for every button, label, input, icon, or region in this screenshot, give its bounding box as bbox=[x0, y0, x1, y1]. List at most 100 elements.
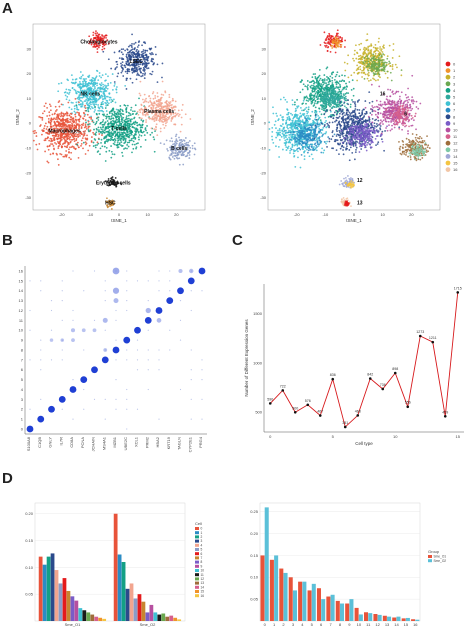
cell-point bbox=[314, 142, 317, 145]
cell-point bbox=[66, 112, 69, 115]
cell-point bbox=[359, 54, 362, 57]
cell-point bbox=[138, 92, 141, 95]
cell-point bbox=[338, 88, 341, 91]
cell-point bbox=[311, 80, 313, 83]
cell-point bbox=[115, 113, 118, 116]
cell-point bbox=[84, 84, 87, 87]
cell-point bbox=[299, 127, 302, 130]
cell-point bbox=[100, 84, 103, 87]
cell-point bbox=[116, 134, 119, 137]
cell-point bbox=[52, 152, 54, 155]
cell-point bbox=[110, 200, 113, 203]
cell-point bbox=[271, 131, 274, 133]
cell-point bbox=[43, 125, 46, 127]
cell-point bbox=[128, 63, 131, 65]
cell-point bbox=[59, 137, 62, 140]
cell-point bbox=[107, 102, 110, 105]
cell-point bbox=[65, 132, 68, 135]
cell-point bbox=[341, 88, 344, 91]
cell-point bbox=[63, 142, 66, 145]
cell-point bbox=[299, 91, 302, 94]
cell-point bbox=[345, 88, 348, 91]
cell-point bbox=[281, 123, 284, 125]
cell-point bbox=[138, 134, 141, 136]
cell-point bbox=[36, 148, 39, 151]
cell-point bbox=[325, 126, 328, 129]
cell-point bbox=[398, 55, 401, 58]
cell-point bbox=[288, 129, 290, 132]
cell-point bbox=[113, 132, 115, 135]
cell-point bbox=[178, 163, 181, 166]
cell-point bbox=[187, 141, 190, 144]
cell-point bbox=[120, 131, 123, 134]
cell-point bbox=[111, 100, 114, 102]
cell-point bbox=[123, 148, 125, 150]
cell-point bbox=[325, 84, 328, 86]
cell-point bbox=[97, 130, 100, 133]
cell-point bbox=[289, 131, 292, 134]
cell-point bbox=[93, 45, 96, 48]
cell-point bbox=[166, 105, 169, 107]
cell-point bbox=[80, 139, 83, 142]
cell-point bbox=[379, 76, 381, 79]
cell-point bbox=[127, 45, 130, 48]
cell-point bbox=[68, 151, 70, 153]
cell-point bbox=[123, 142, 126, 145]
cell-point bbox=[145, 58, 148, 61]
cell-point bbox=[164, 119, 167, 122]
cell-point bbox=[53, 120, 56, 123]
cell-point bbox=[72, 101, 74, 104]
cell-point bbox=[307, 84, 309, 86]
cell-point bbox=[287, 127, 289, 130]
cell-point bbox=[106, 104, 109, 106]
cell-point bbox=[297, 131, 300, 134]
cell-point bbox=[139, 108, 142, 111]
cell-point bbox=[59, 152, 62, 155]
cell-point bbox=[398, 126, 401, 129]
cell-point bbox=[118, 117, 120, 120]
cell-point bbox=[337, 35, 339, 38]
cell-point bbox=[335, 113, 338, 116]
cell-point bbox=[110, 204, 113, 207]
cell-point bbox=[377, 79, 379, 81]
cell-point bbox=[151, 70, 154, 73]
cell-point bbox=[145, 100, 148, 103]
cell-point bbox=[84, 104, 87, 107]
cell-point bbox=[343, 101, 346, 104]
cell-point bbox=[363, 46, 366, 49]
cell-point bbox=[126, 131, 128, 134]
cell-point bbox=[120, 144, 122, 147]
cell-point bbox=[133, 116, 136, 119]
cell-point bbox=[50, 137, 53, 140]
cell-point bbox=[87, 91, 90, 94]
cell-point bbox=[379, 46, 381, 48]
cell-point bbox=[389, 71, 392, 74]
cell-point bbox=[308, 81, 311, 84]
cell-point bbox=[55, 124, 58, 126]
cell-point bbox=[334, 87, 337, 90]
cell-point bbox=[56, 115, 59, 118]
cell-point bbox=[65, 88, 68, 91]
cell-point bbox=[77, 103, 80, 106]
cell-point bbox=[35, 135, 38, 137]
cell-point bbox=[124, 132, 126, 134]
cell-point bbox=[97, 94, 100, 96]
cell-point bbox=[331, 102, 334, 104]
cell-point bbox=[299, 121, 302, 124]
cell-point bbox=[130, 106, 133, 109]
cell-point bbox=[343, 74, 346, 77]
cell-point bbox=[127, 117, 130, 120]
cell-point bbox=[384, 61, 387, 64]
cell-point bbox=[85, 121, 87, 124]
cell-point bbox=[324, 91, 327, 94]
cell-point bbox=[294, 107, 297, 110]
cell-point bbox=[134, 130, 137, 133]
cell-point bbox=[139, 56, 142, 59]
cell-point bbox=[121, 155, 124, 157]
cell-point bbox=[113, 51, 116, 54]
cell-point bbox=[362, 108, 365, 111]
cell-point bbox=[109, 205, 111, 208]
cell-point bbox=[323, 31, 326, 34]
cell-point bbox=[155, 100, 158, 103]
cell-point bbox=[84, 82, 87, 85]
